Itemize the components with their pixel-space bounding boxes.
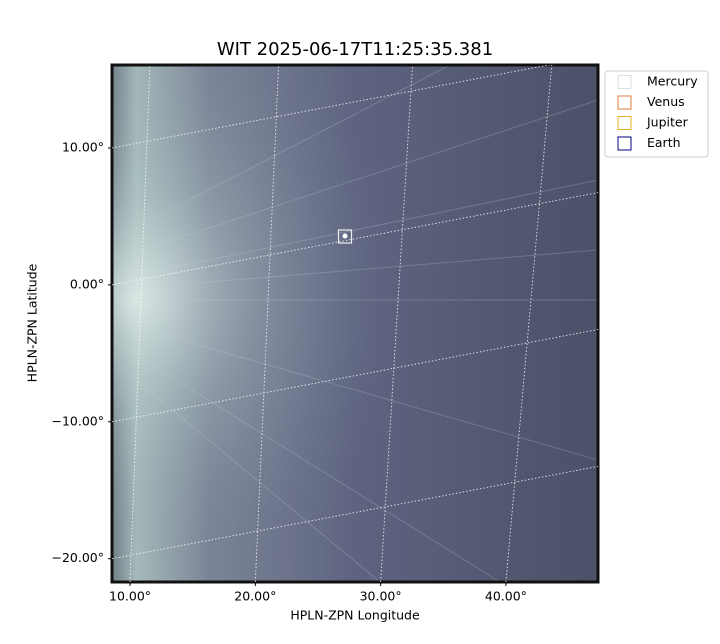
y-tick-label: 10.00° [62,139,104,154]
legend-swatch [617,116,632,130]
legend-swatch [617,75,632,89]
legend-label: Earth [647,135,681,150]
legend-swatch [617,95,632,110]
y-tick-label: 0.00° [70,276,104,291]
grid-line [129,65,151,582]
grid [112,65,598,582]
x-tick-label: 10.00° [109,589,151,604]
y-tick-label: −10.00° [51,413,104,428]
earth-point [342,233,348,239]
y-axis-label: HPLN-ZPN Latitude [25,263,40,382]
legend-label: Venus [647,94,685,109]
image-frame [110,63,600,584]
earth-marker [337,229,353,244]
legend [604,70,709,158]
x-tick-label: 30.00° [360,589,402,604]
grid-line [254,65,280,582]
legend-label: Jupiter [646,115,689,130]
chart-title: WIT 2025-06-17T11:25:35.381 [217,39,493,60]
image-glow [112,65,598,582]
x-tick-label: 40.00° [485,589,527,604]
x-axis-label: HPLN-ZPN Longitude [290,608,420,623]
legend-label: Mercury [647,74,698,89]
x-tick-label: 20.00° [234,589,276,604]
y-tick-label: −20.00° [51,550,104,565]
streaks [112,65,598,582]
legend-swatch [617,136,632,151]
